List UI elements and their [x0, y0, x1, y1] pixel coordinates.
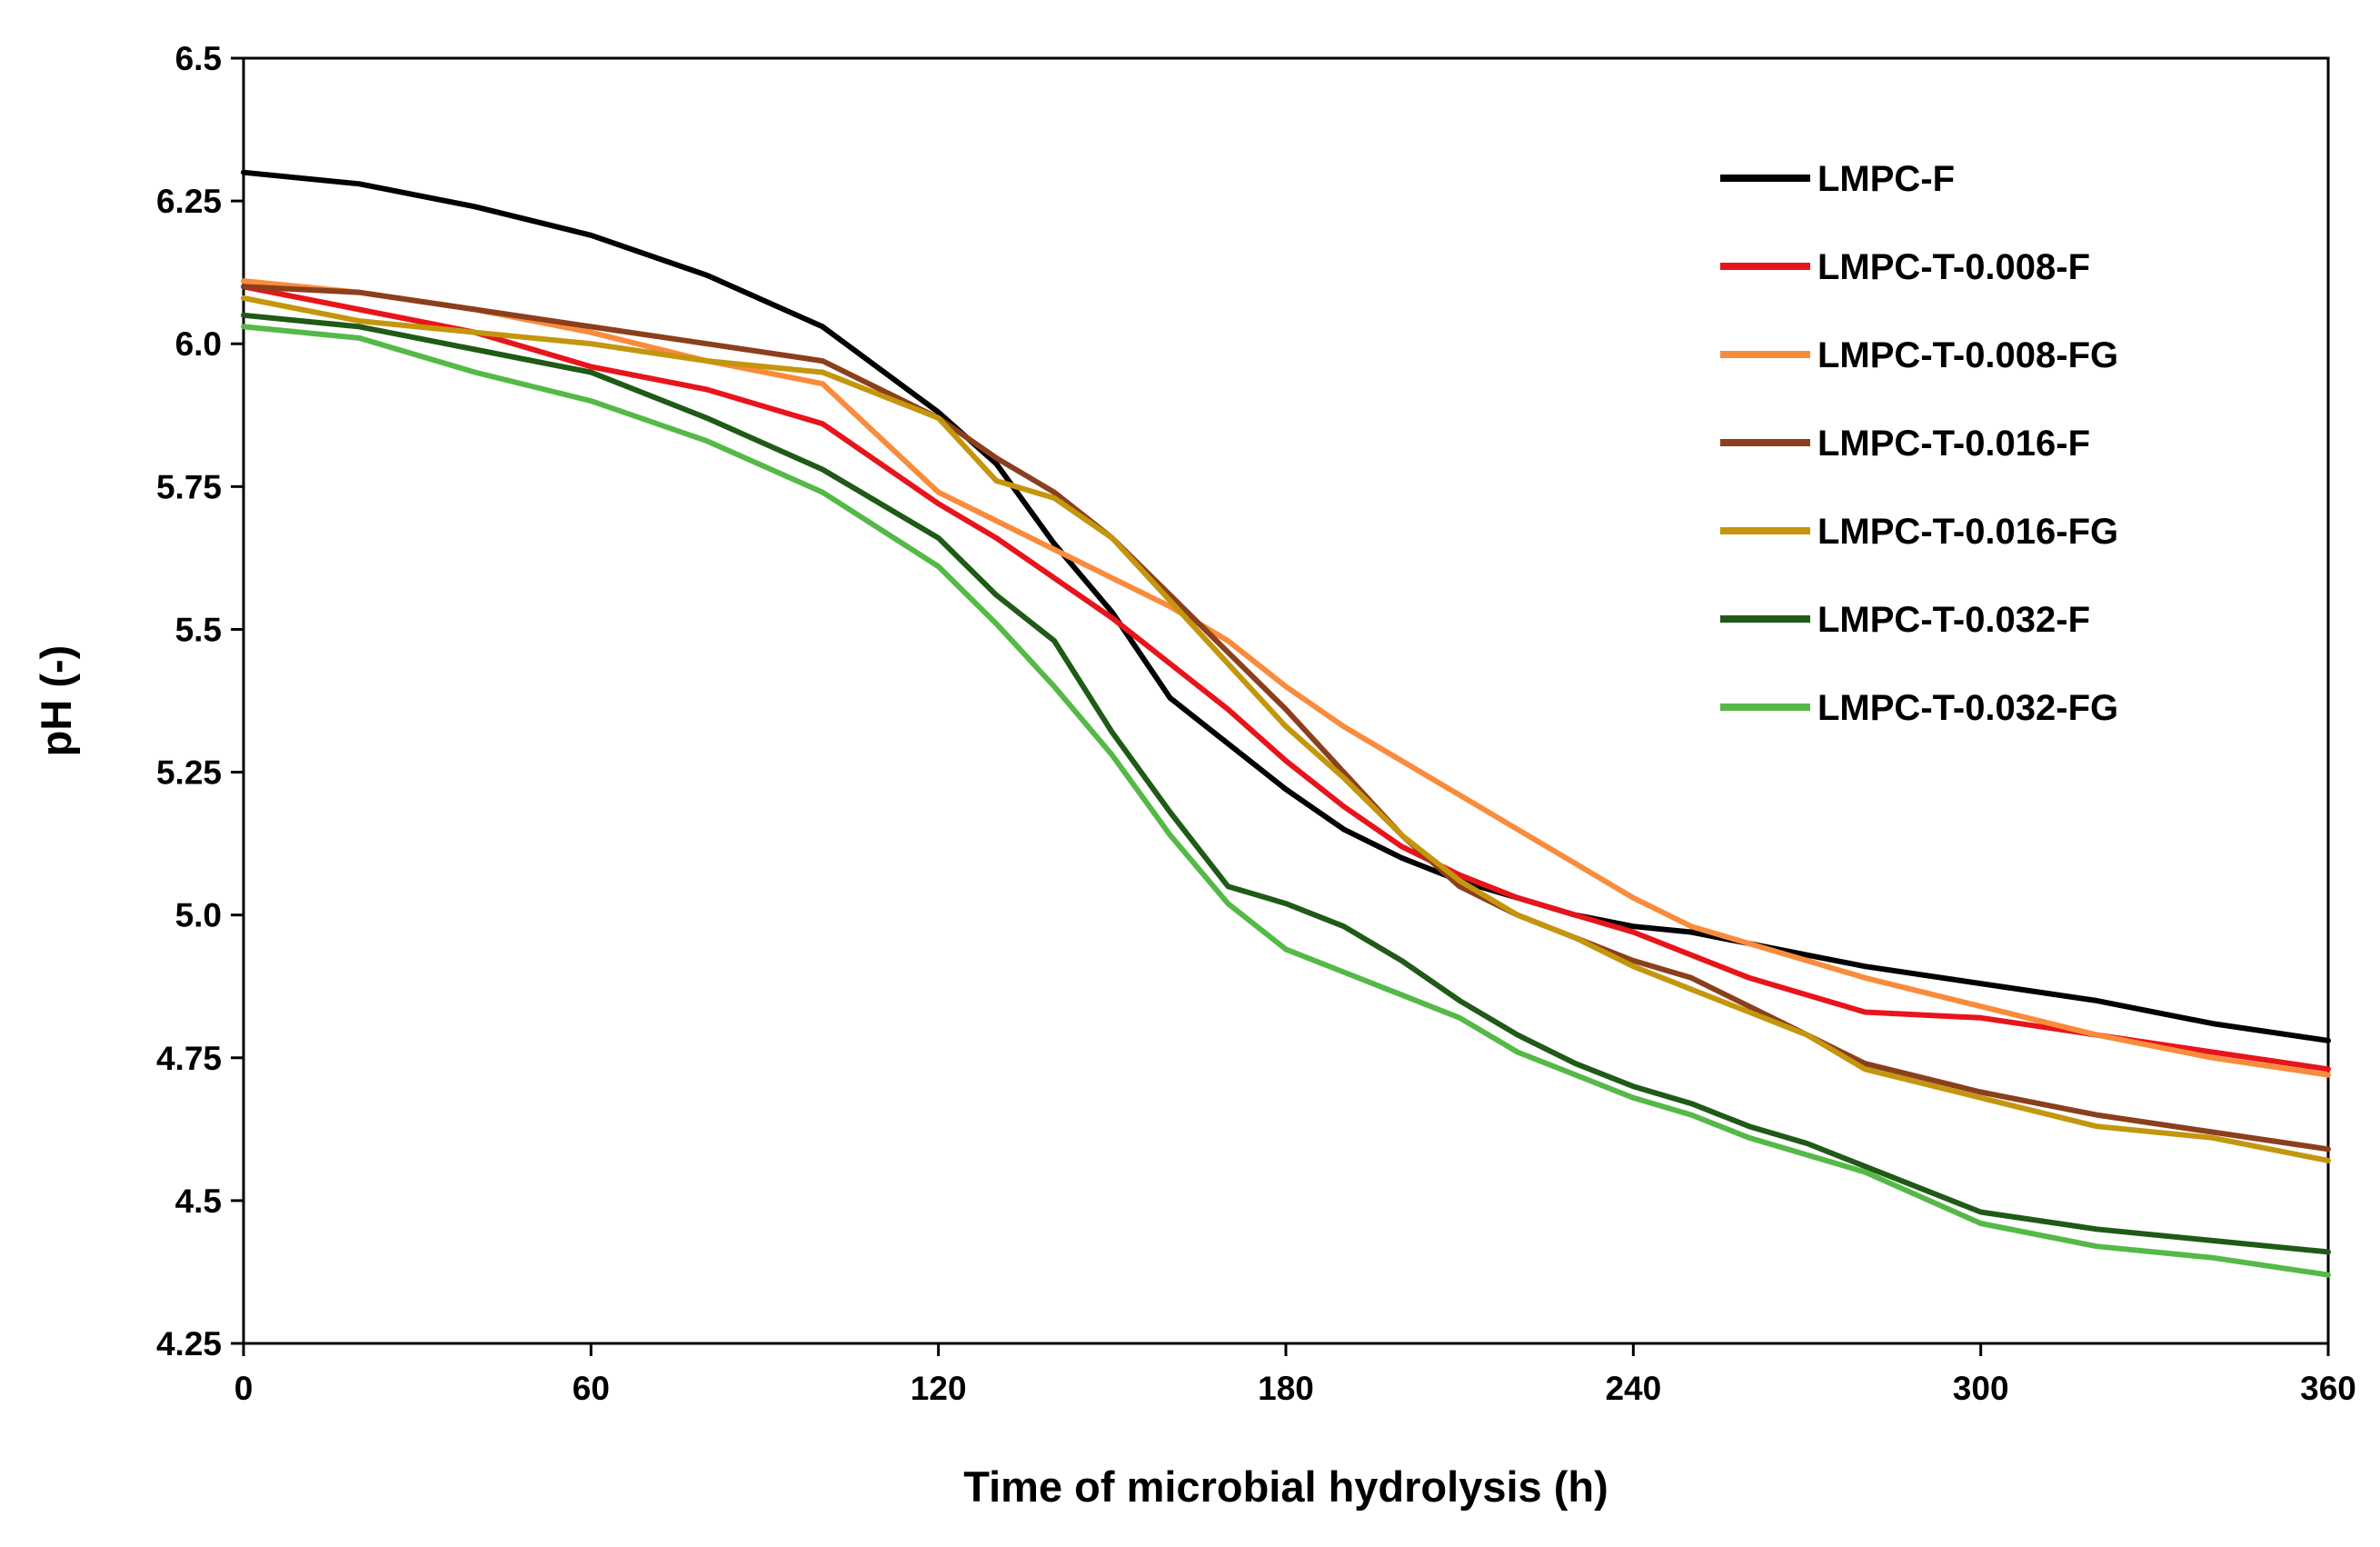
y-tick-label: 6.5 — [175, 40, 222, 77]
y-tick-label: 6.0 — [175, 325, 222, 363]
x-axis: 0 60 120 180 240 300 360 — [234, 1343, 2356, 1407]
legend-label: LMPC-T-0.008-F — [1817, 247, 2090, 287]
legend-label: LMPC-T-0.016-F — [1817, 424, 2090, 464]
legend-label: LMPC-T-0.032-F — [1817, 600, 2090, 640]
series-line-lmpc-t-0-032-fg — [241, 324, 2331, 1278]
y-axis-title: pH (-) — [32, 645, 80, 757]
x-tick-label: 360 — [2300, 1370, 2356, 1407]
x-tick-label: 120 — [911, 1370, 967, 1407]
series-line-lmpc-t-0-032-f — [241, 312, 2331, 1255]
series-line-lmpc-t-0-008-f — [241, 284, 2331, 1073]
series-line-lmpc-t-0-008-fg — [241, 278, 2331, 1078]
series-line-lmpc-t-0-016-fg — [241, 294, 2331, 1163]
y-tick-label: 5.25 — [156, 754, 222, 792]
y-tick-label: 5.5 — [175, 611, 222, 648]
legend-label: LMPC-T-0.016-FG — [1817, 512, 2118, 552]
legend-label: LMPC-F — [1817, 159, 1955, 199]
series-line-lmpc-t-0-016-f — [241, 284, 2331, 1153]
legend: LMPC-F LMPC-T-0.008-F LMPC-T-0.008-FG LMPC-… — [1720, 159, 2118, 728]
y-axis: 4.25 4.5 4.75 5.0 5.25 5.5 5.75 6.0 6.25 6.5 — [156, 40, 244, 1362]
y-tick-label: 6.25 — [156, 183, 222, 220]
series-layer — [241, 169, 2331, 1278]
x-tick-label: 240 — [1605, 1370, 1661, 1407]
y-tick-label: 4.5 — [175, 1183, 222, 1220]
legend-label: LMPC-T-0.008-FG — [1817, 335, 2118, 375]
series-line-lmpc-f — [241, 169, 2331, 1043]
legend-label: LMPC-T-0.032-FG — [1817, 688, 2118, 728]
y-tick-label: 5.0 — [175, 897, 222, 934]
y-tick-label: 5.75 — [156, 468, 222, 505]
x-tick-label: 0 — [234, 1370, 254, 1407]
y-tick-label: 4.75 — [156, 1040, 222, 1077]
x-tick-label: 60 — [573, 1370, 610, 1407]
x-axis-title: Time of microbial hydrolysis (h) — [963, 1462, 1608, 1511]
y-tick-label: 4.25 — [156, 1325, 222, 1362]
x-tick-label: 180 — [1258, 1370, 1314, 1407]
x-tick-label: 300 — [1953, 1370, 2009, 1407]
